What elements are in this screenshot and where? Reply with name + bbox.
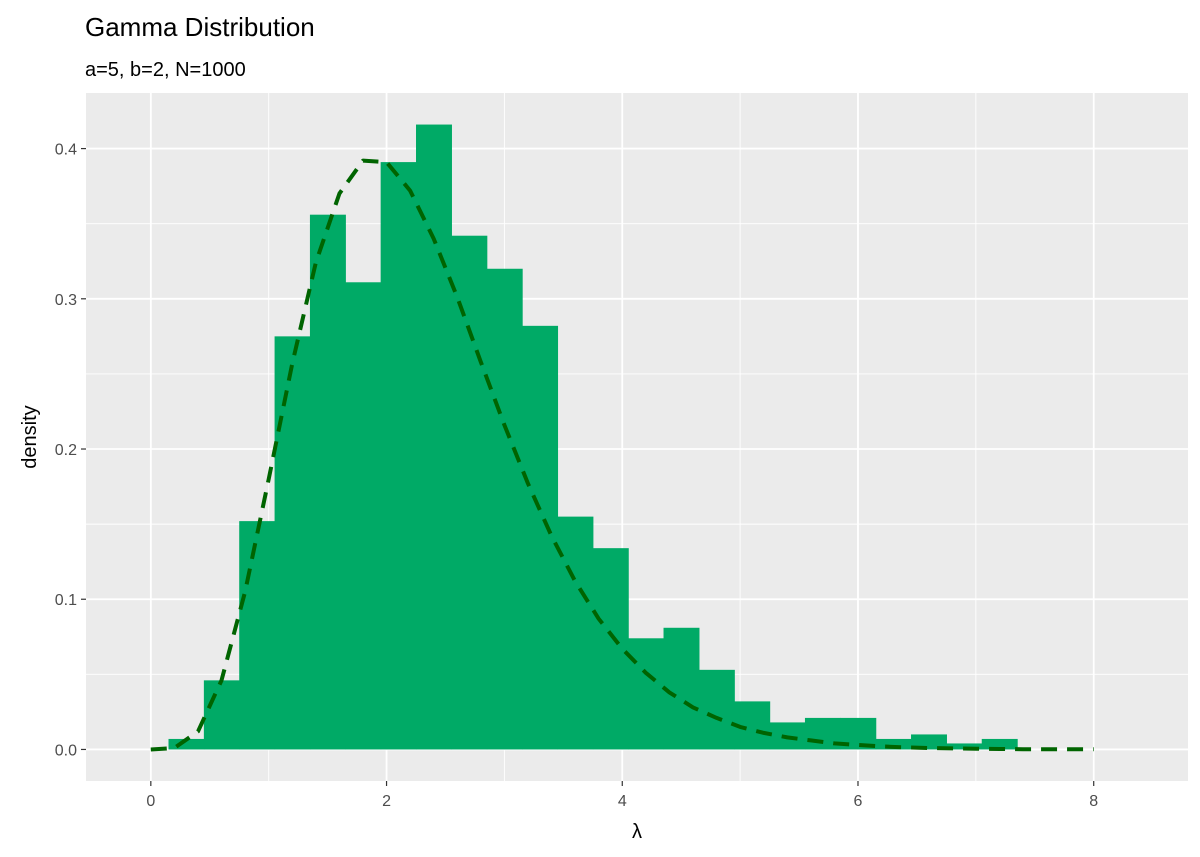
histogram-bar: [239, 521, 276, 750]
x-tick-label: 0: [146, 793, 155, 810]
histogram-bar: [274, 336, 311, 750]
chart-subtitle: a=5, b=2, N=1000: [85, 59, 246, 81]
histogram-bar: [663, 627, 700, 750]
x-axis-title: λ: [632, 821, 642, 843]
histogram-bar: [486, 268, 523, 750]
x-tick-label: 2: [382, 793, 391, 810]
density-curve: [150, 158, 1094, 752]
y-tick-label: 0.4: [55, 142, 77, 159]
histogram-bar: [522, 325, 559, 750]
histogram-bar: [628, 638, 665, 750]
y-tick-label: 0.1: [55, 592, 77, 609]
histogram-bar: [946, 743, 983, 750]
histogram-bar: [451, 235, 488, 750]
x-tick-label: 4: [618, 793, 627, 810]
x-axis: 0 2 4 6 8: [146, 781, 1098, 810]
y-tick-label: 0.0: [55, 742, 77, 759]
y-axis: 0.0 0.1 0.2 0.3 0.4: [55, 142, 86, 759]
histogram-bar: [557, 516, 594, 750]
histogram-bar: [380, 162, 417, 750]
y-axis-title: density: [19, 405, 41, 468]
histogram-bar: [345, 282, 382, 750]
histogram-bar: [911, 734, 947, 750]
histogram-bars: [168, 124, 1018, 750]
x-tick-label: 8: [1089, 793, 1098, 810]
chart-title: Gamma Distribution: [85, 12, 315, 42]
y-tick-label: 0.2: [55, 442, 77, 459]
histogram-bar: [203, 680, 240, 750]
histogram-bar: [592, 548, 629, 750]
histogram-bar: [309, 214, 346, 750]
histogram-bar: [875, 738, 912, 750]
x-tick-label: 6: [854, 793, 863, 810]
histogram-bar: [168, 738, 205, 750]
histogram-bar: [698, 669, 735, 750]
y-tick-label: 0.3: [55, 292, 77, 309]
histogram-bar: [981, 738, 1018, 750]
histogram-bar: [416, 124, 452, 750]
